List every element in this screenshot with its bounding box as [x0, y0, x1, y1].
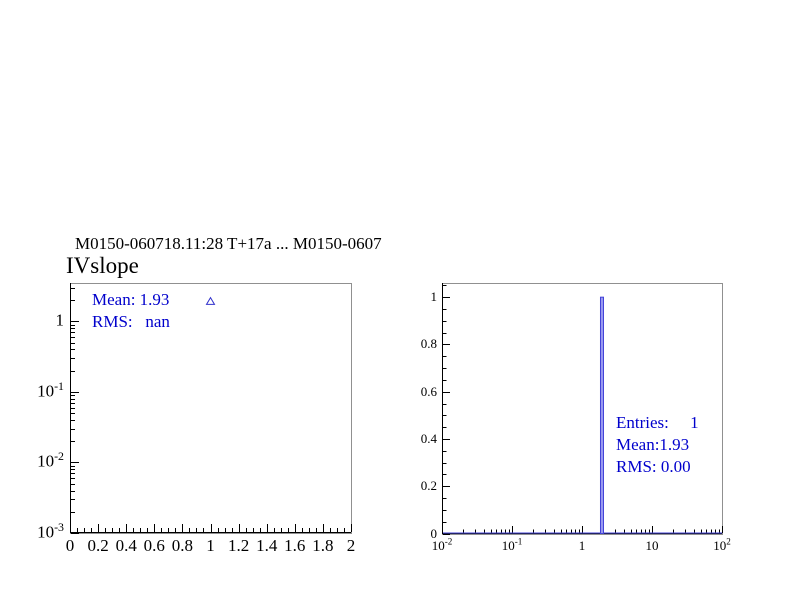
- x-tick-label: 1.2: [227, 536, 250, 555]
- x-tick-label: 0.2: [87, 536, 109, 555]
- x-tick-label: 10-1: [501, 536, 523, 553]
- y-tick-label: 1: [430, 289, 438, 305]
- y-tick-label: 0.4: [420, 430, 437, 446]
- y-tick-label: 0.8: [420, 336, 437, 352]
- x-tick-label: 1: [206, 536, 215, 555]
- histogram-bar: [599, 296, 604, 535]
- y-tick-label: 0: [430, 525, 438, 541]
- y-tick-label: 0.2: [420, 478, 437, 494]
- stats-rms-right: RMS: 0.00: [616, 457, 691, 476]
- y-tick-label: 0.6: [420, 383, 437, 399]
- y-tick-label: 10-1: [37, 378, 64, 401]
- exponent: 2: [726, 536, 731, 547]
- x-tick-label: 1.8: [312, 536, 334, 555]
- exponent: -2: [54, 449, 64, 464]
- stats-mean-right: Mean:1.93: [616, 435, 690, 454]
- plot-frame: [442, 283, 723, 535]
- y-tick-label: 10-3: [37, 519, 64, 542]
- exponent: -2: [444, 536, 453, 547]
- stats-rms-left: RMS: nan: [92, 312, 170, 331]
- x-tick-label: 10-2: [431, 536, 453, 553]
- exponent: -1: [54, 378, 64, 393]
- x-tick-label: 0: [65, 536, 75, 555]
- x-tick-label: 1.6: [284, 536, 306, 555]
- x-tick-label: 0.8: [171, 536, 194, 555]
- x-tick-label: 2: [346, 536, 356, 555]
- stats-entries-right: Entries: 1: [616, 413, 699, 432]
- x-tick-label: 0.6: [143, 536, 165, 555]
- x-tick-label: 10: [645, 538, 659, 553]
- exponent: -3: [54, 519, 64, 534]
- histogram-title: IVslope: [66, 253, 139, 278]
- x-tick-label: 1.4: [256, 536, 278, 555]
- data-point-marker: [205, 296, 216, 305]
- y-tick-label: 10-2: [37, 449, 64, 472]
- x-tick-label: 0.4: [115, 536, 137, 555]
- exponent: -1: [514, 536, 523, 547]
- y-tick-label: 1: [55, 311, 65, 331]
- x-tick-label: 1: [578, 538, 586, 553]
- stats-mean-left: Mean: 1.93: [92, 290, 170, 309]
- x-tick-label: 102: [713, 536, 731, 553]
- run-header-text: M0150-060718.11:28 T+17a ... M0150-0607: [75, 234, 382, 253]
